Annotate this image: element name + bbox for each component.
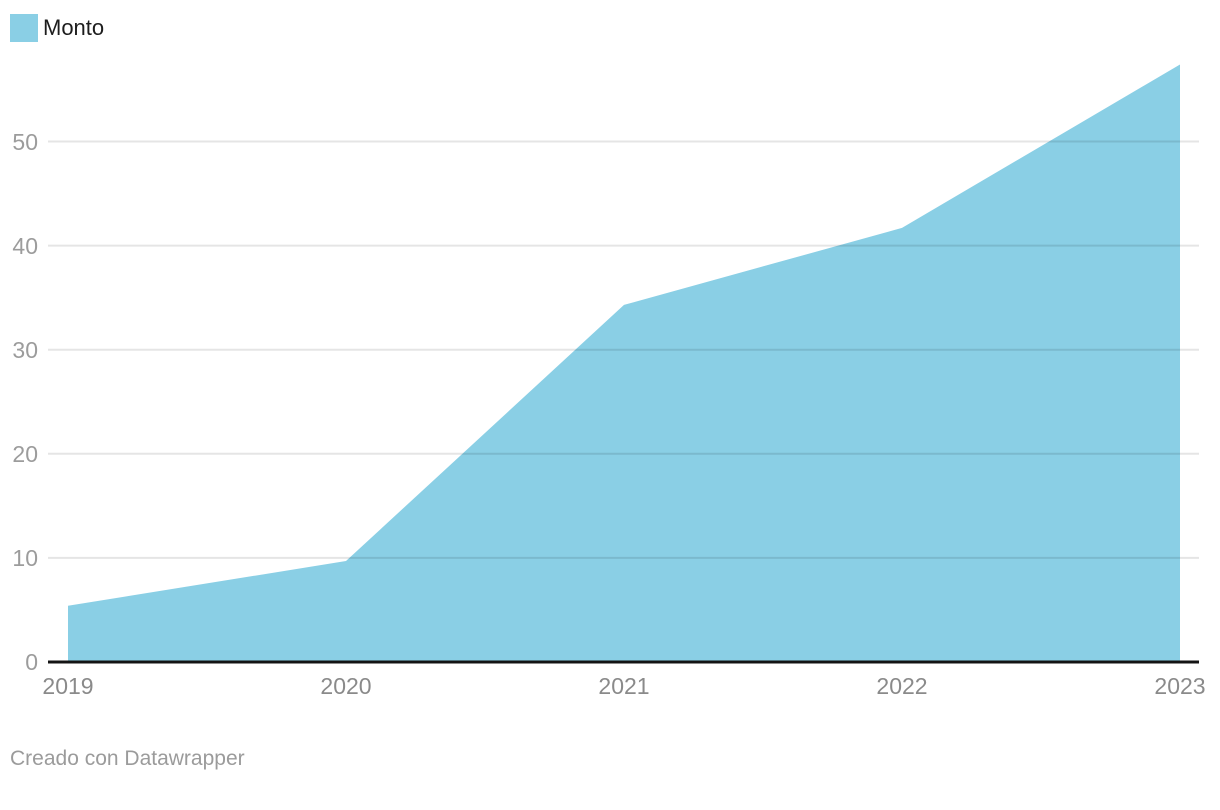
x-axis-tick-label-2021: 2021 <box>598 673 650 699</box>
x-axis-tick-label-2023: 2023 <box>1154 673 1206 699</box>
x-axis-tick-label-2022: 2022 <box>876 673 928 699</box>
y-axis-tick-label-20: 20 <box>12 441 38 467</box>
y-axis-tick-label-50: 50 <box>12 129 38 155</box>
y-axis-tick-label-30: 30 <box>12 337 38 363</box>
attribution-text: Creado con Datawrapper <box>10 747 245 770</box>
y-axis-tick-label-0: 0 <box>25 649 38 675</box>
y-axis-tick-label-40: 40 <box>12 233 38 259</box>
y-axis-tick-label-10: 10 <box>12 545 38 571</box>
legend-label: Monto <box>43 15 105 40</box>
x-axis-tick-label-2020: 2020 <box>320 673 372 699</box>
legend: Monto <box>10 14 104 42</box>
area-series-monto <box>68 64 1180 662</box>
legend-swatch-icon <box>10 14 38 42</box>
x-axis-tick-label-2019: 2019 <box>42 673 94 699</box>
